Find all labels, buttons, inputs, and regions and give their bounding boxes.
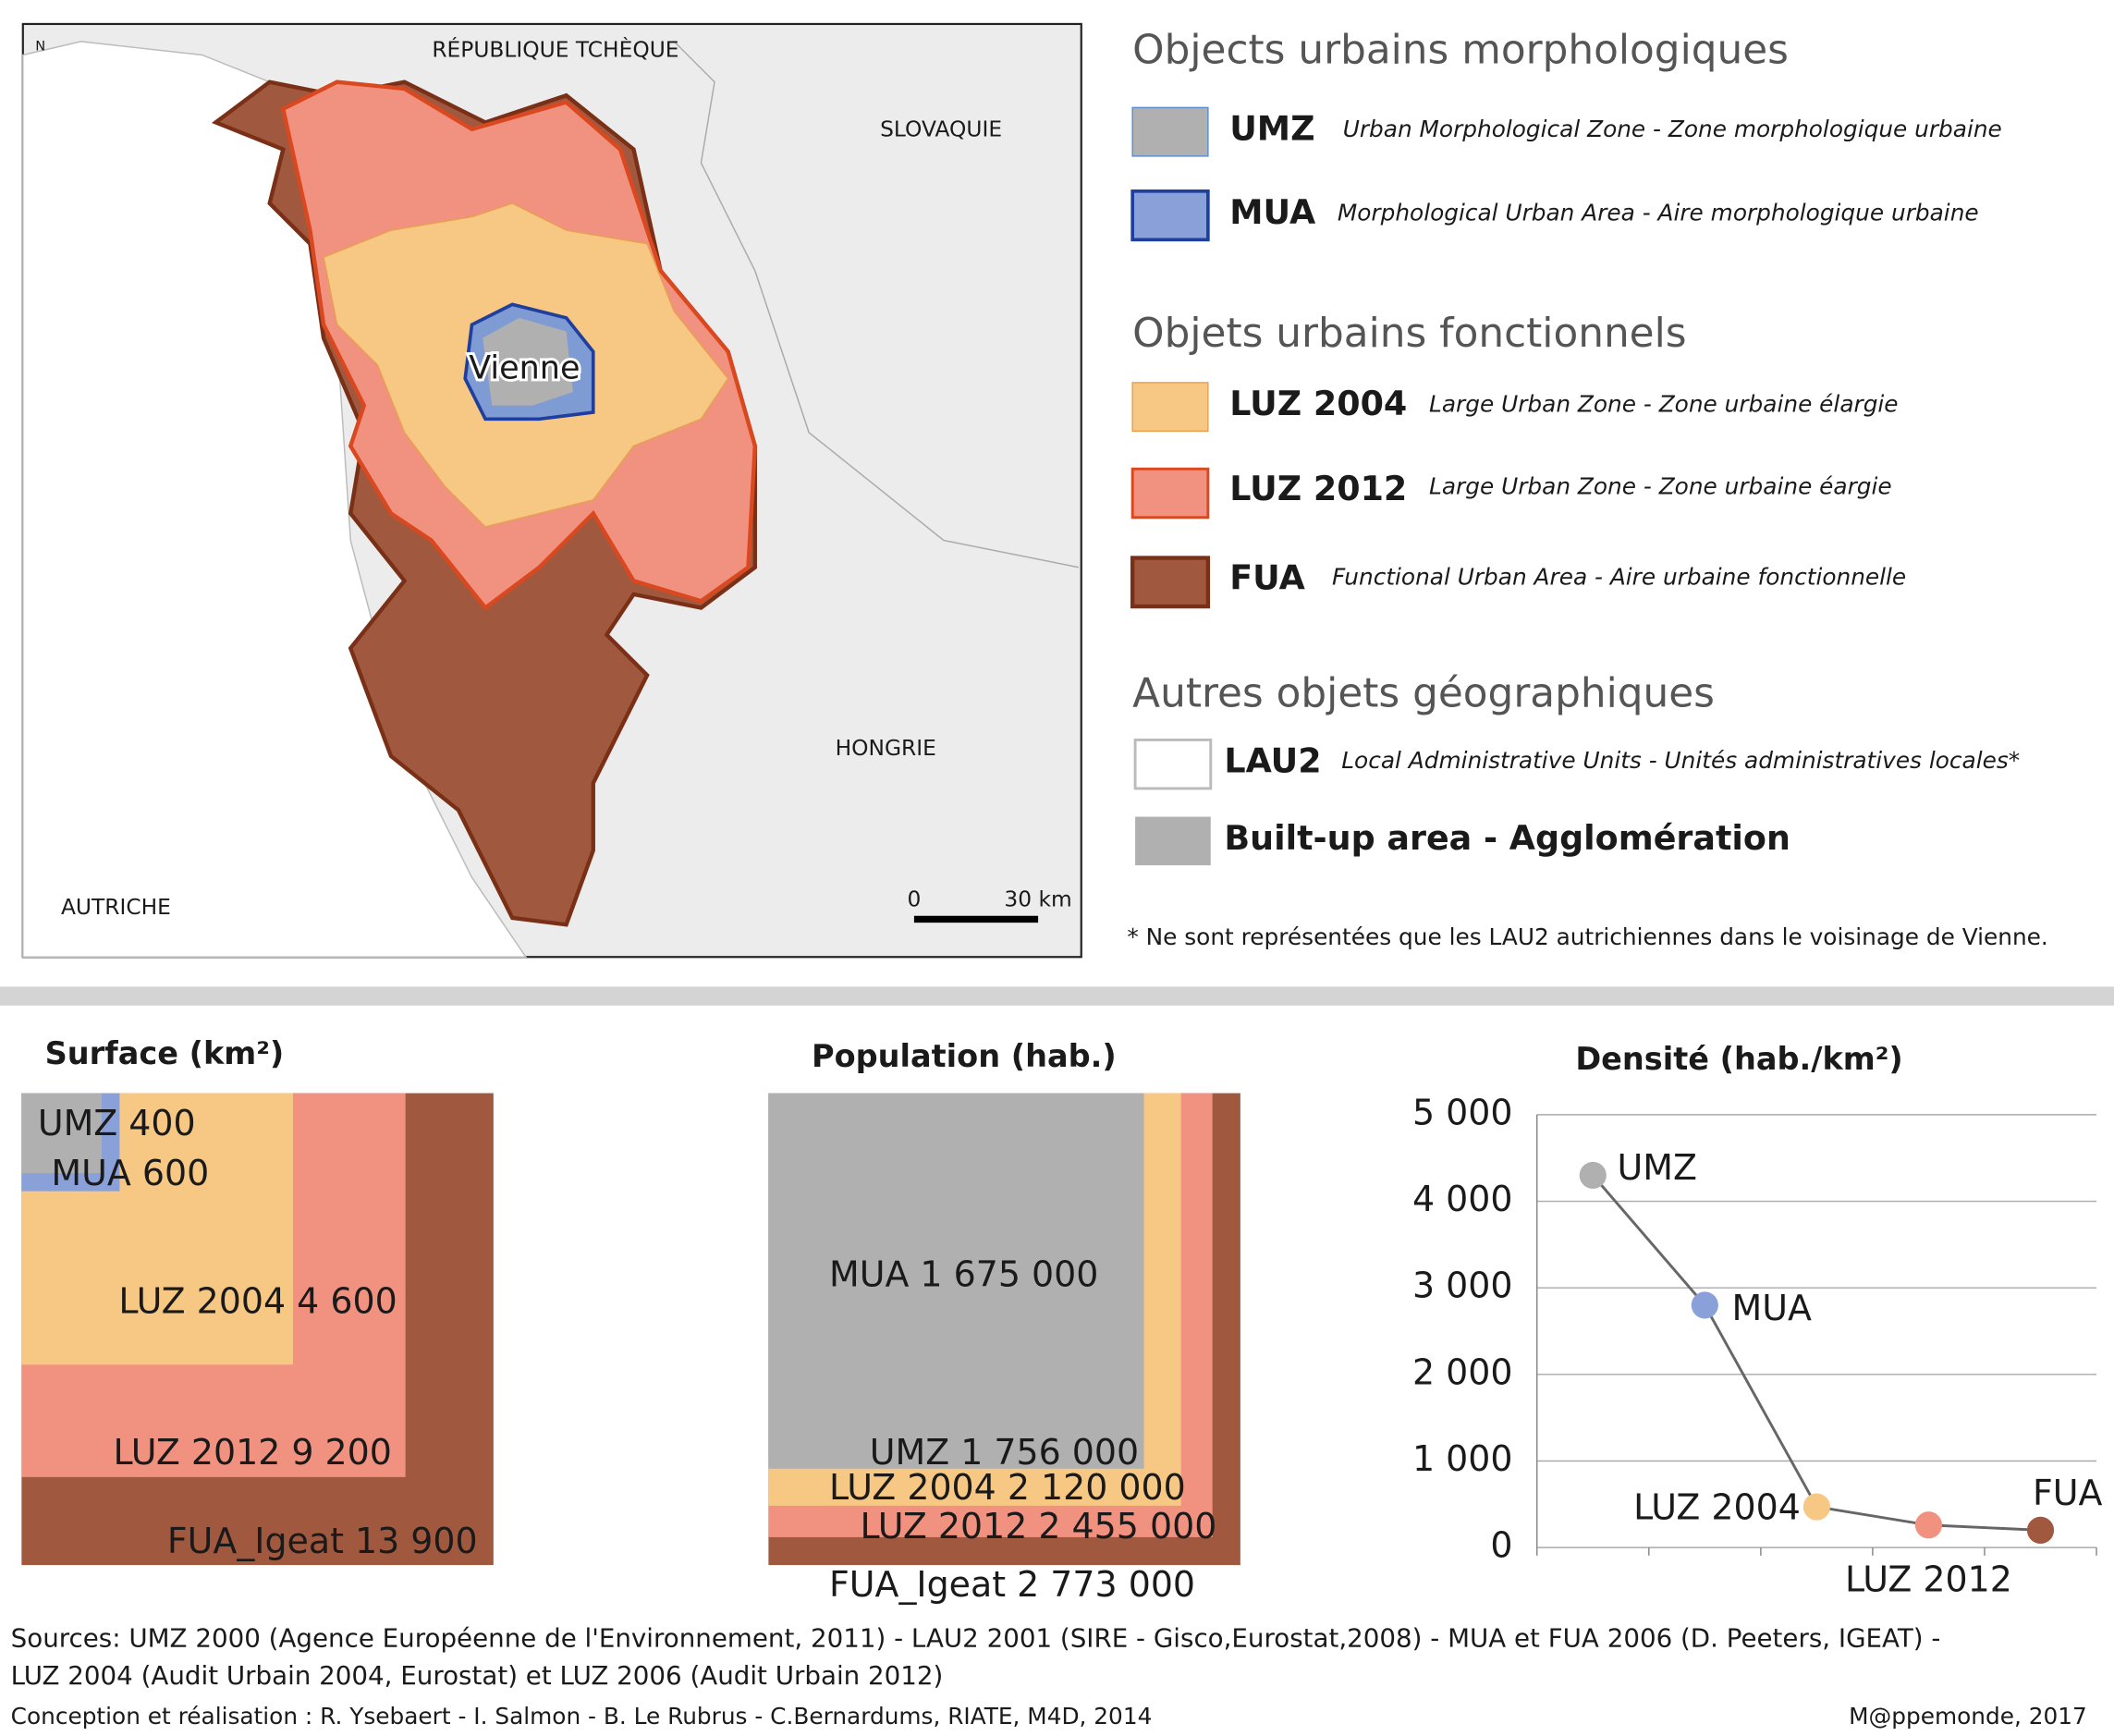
legend-desc: Urban Morphological Zone - Zone morpholo… bbox=[1343, 116, 2002, 142]
legend-heading: Autres objets géographiques bbox=[1132, 669, 1715, 716]
country-label: RÉPUBLIQUE TCHÈQUE bbox=[432, 37, 678, 63]
legend-code: Built-up area - Agglomération bbox=[1224, 818, 1790, 858]
y-tick-label: 0 bbox=[1490, 1525, 1512, 1566]
legend-code: FUA bbox=[1229, 557, 1305, 597]
scale-label: 30 km bbox=[1004, 886, 1071, 912]
legend-code: UMZ bbox=[1229, 109, 1314, 149]
point bbox=[1579, 1161, 1607, 1190]
y-tick-label: 4 000 bbox=[1412, 1179, 1513, 1219]
scale-label: 0 bbox=[907, 886, 921, 912]
legend-code: LUZ 2012 bbox=[1229, 469, 1407, 508]
value-label: MUA 600 bbox=[51, 1153, 209, 1193]
value-label: UMZ 400 bbox=[38, 1103, 196, 1143]
legend: Objects urbains morphologiques UMZ Urban… bbox=[1127, 27, 2047, 950]
square bbox=[768, 1093, 1136, 1461]
country-label: SLOVAQUIE bbox=[880, 116, 1002, 142]
north-label: N bbox=[35, 39, 45, 55]
value-label: LUZ 2004 4 600 bbox=[118, 1281, 397, 1322]
swatch bbox=[1130, 556, 1211, 609]
footnote: * Ne sont représentées que les LAU2 autr… bbox=[1127, 923, 2047, 950]
y-tick-label: 2 000 bbox=[1412, 1351, 1513, 1392]
legend-code: LAU2 bbox=[1224, 741, 1321, 781]
value-label: FUA_Igeat 2 773 000 bbox=[829, 1564, 1195, 1605]
chart-title: Densité (hab./km²) bbox=[1575, 1041, 1902, 1077]
legend-desc: Functional Urban Area - Aire urbaine fon… bbox=[1332, 563, 1906, 590]
swatch bbox=[1131, 382, 1209, 433]
map: RÉPUBLIQUE TCHÈQUE SLOVAQUIE HONGRIE AUT… bbox=[21, 22, 1082, 959]
swatch bbox=[1130, 189, 1210, 242]
value-label: LUZ 2012 2 455 000 bbox=[861, 1506, 1217, 1547]
swatch bbox=[1130, 467, 1210, 520]
y-tick-label: 3 000 bbox=[1412, 1265, 1513, 1306]
point-label: UMZ bbox=[1618, 1147, 1697, 1188]
country-label: AUTRICHE bbox=[61, 894, 171, 920]
sources: Sources: UMZ 2000 (Agence Européenne de … bbox=[11, 1622, 1941, 1653]
border bbox=[673, 41, 1079, 568]
y-tick-label: 1 000 bbox=[1412, 1438, 1513, 1479]
swatch bbox=[1133, 738, 1213, 790]
legend-desc: Local Administrative Units - Unités admi… bbox=[1341, 747, 2020, 774]
line bbox=[1592, 1174, 2041, 1532]
legend-heading: Objets urbains fonctionnels bbox=[1132, 310, 1686, 357]
swatch bbox=[1135, 816, 1211, 866]
value-label: LUZ 2012 9 200 bbox=[114, 1432, 392, 1473]
value-label: UMZ 1 756 000 bbox=[870, 1432, 1139, 1473]
legend-heading: Objects urbains morphologiques bbox=[1132, 27, 1789, 74]
chart-title: Population (hab.) bbox=[812, 1038, 1117, 1074]
point-label: FUA bbox=[2033, 1473, 2103, 1513]
value-label: FUA_Igeat 13 900 bbox=[167, 1521, 478, 1561]
y-tick-label: 5 000 bbox=[1412, 1092, 1513, 1132]
point-label: LUZ 2004 bbox=[1633, 1487, 1801, 1528]
legend-code: LUZ 2004 bbox=[1229, 384, 1407, 423]
point-label: LUZ 2012 bbox=[1845, 1559, 2012, 1600]
point bbox=[2026, 1516, 2055, 1544]
chart-title: Surface (km²) bbox=[45, 1035, 285, 1071]
credit: Conception et réalisation : R. Ysebaert … bbox=[11, 1703, 1153, 1730]
point bbox=[1691, 1291, 1718, 1319]
legend-desc: Large Urban Zone - Zone urbaine élargie bbox=[1429, 391, 1899, 418]
value-label: MUA 1 675 000 bbox=[829, 1253, 1098, 1294]
sources: LUZ 2004 (Audit Urbain 2004, Eurostat) e… bbox=[11, 1660, 944, 1691]
separator bbox=[0, 986, 2114, 1006]
point-label: MUA bbox=[1732, 1288, 1812, 1328]
square bbox=[21, 1093, 102, 1174]
charts: Surface (km²) UMZ 400 MUA 600 LUZ 2004 4 60… bbox=[21, 1035, 2102, 1605]
point bbox=[1802, 1493, 1830, 1521]
swatch bbox=[1131, 106, 1209, 157]
legend-desc: Large Urban Zone - Zone urbaine éargie bbox=[1429, 473, 1892, 500]
city-label: Vienne bbox=[469, 349, 580, 386]
point bbox=[1914, 1511, 1943, 1539]
legend-desc: Morphological Urban Area - Aire morpholo… bbox=[1338, 200, 1979, 226]
umz-area bbox=[483, 317, 573, 406]
copyright: M@ppemonde, 2017 bbox=[1849, 1703, 2087, 1730]
value-label: LUZ 2004 2 120 000 bbox=[829, 1467, 1186, 1508]
country-label: HONGRIE bbox=[836, 735, 936, 761]
legend-code: MUA bbox=[1229, 192, 1316, 232]
